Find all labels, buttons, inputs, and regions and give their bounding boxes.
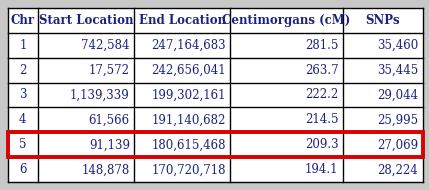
Text: 28,224: 28,224: [378, 163, 418, 176]
Text: 1,139,339: 1,139,339: [70, 89, 130, 101]
Text: Chr: Chr: [11, 14, 35, 27]
Text: 1: 1: [19, 39, 27, 51]
Text: 148,878: 148,878: [82, 163, 130, 176]
Text: Start Location: Start Location: [39, 14, 133, 27]
Text: 4: 4: [19, 113, 27, 127]
Text: 281.5: 281.5: [305, 39, 338, 51]
Text: End Location: End Location: [139, 14, 226, 27]
Text: 2: 2: [19, 63, 27, 77]
Text: 35,460: 35,460: [377, 39, 418, 51]
Text: 191,140,682: 191,140,682: [151, 113, 226, 127]
Text: 263.7: 263.7: [305, 63, 338, 77]
Text: 247,164,683: 247,164,683: [151, 39, 226, 51]
Text: 35,445: 35,445: [377, 63, 418, 77]
Text: 5: 5: [19, 139, 27, 151]
Text: 199,302,161: 199,302,161: [151, 89, 226, 101]
Text: 222.2: 222.2: [305, 89, 338, 101]
Text: 170,720,718: 170,720,718: [151, 163, 226, 176]
Text: 91,139: 91,139: [89, 139, 130, 151]
Text: 61,566: 61,566: [89, 113, 130, 127]
Text: SNPs: SNPs: [366, 14, 400, 27]
Text: 214.5: 214.5: [305, 113, 338, 127]
Text: 6: 6: [19, 163, 27, 176]
Text: 742,584: 742,584: [82, 39, 130, 51]
Text: 209.3: 209.3: [305, 139, 338, 151]
Text: 180,615,468: 180,615,468: [151, 139, 226, 151]
Text: 3: 3: [19, 89, 27, 101]
Text: 29,044: 29,044: [377, 89, 418, 101]
Text: 17,572: 17,572: [89, 63, 130, 77]
Text: 242,656,041: 242,656,041: [151, 63, 226, 77]
Text: 27,069: 27,069: [377, 139, 418, 151]
Text: 25,995: 25,995: [377, 113, 418, 127]
Text: 194.1: 194.1: [305, 163, 338, 176]
Text: Centimorgans (cM): Centimorgans (cM): [223, 14, 350, 27]
